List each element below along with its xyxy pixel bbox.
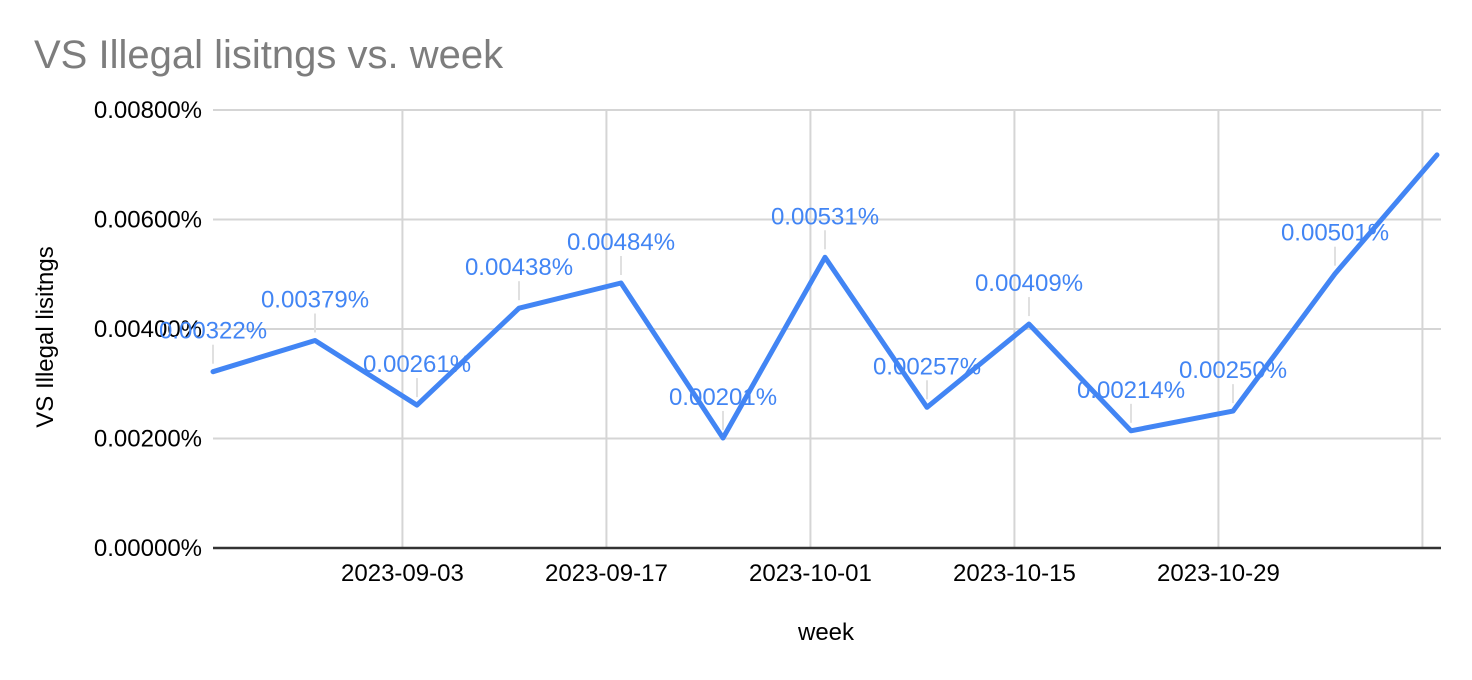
data-point-label: 0.00257% [873, 353, 981, 380]
y-tick-label: 0.00600% [94, 207, 202, 234]
data-point-label: 0.00379% [261, 286, 369, 313]
data-point-label: 0.00322% [159, 318, 267, 345]
y-tick-label: 0.00200% [94, 426, 202, 453]
y-tick-label: 0.00400% [94, 316, 202, 343]
series-line [210, 152, 1440, 441]
x-tick-label: 2023-09-17 [545, 560, 668, 587]
x-tick-label: 2023-10-15 [953, 560, 1076, 587]
data-point-label: 0.00214% [1077, 377, 1185, 404]
x-tick-label: 2023-09-03 [341, 560, 464, 587]
x-axis-title: week [797, 619, 855, 646]
data-point-label: 0.00250% [1179, 357, 1287, 384]
data-point-label: 0.00261% [363, 351, 471, 378]
data-point-label: 0.00531% [771, 203, 879, 230]
chart-title: VS Illegal lisitngs vs. week [34, 33, 504, 77]
x-tick-label: 2023-10-01 [749, 560, 872, 587]
data-point-label: 0.00501% [1281, 220, 1389, 247]
data-point-label: 0.00484% [567, 229, 675, 256]
y-axis-title: VS Illegal lisitngs [32, 246, 59, 428]
data-point-label: 0.00438% [465, 254, 573, 281]
y-tick-label: 0.00800% [94, 97, 202, 124]
y-tick-label: 0.00000% [94, 535, 202, 562]
data-point-label: 0.00409% [975, 270, 1083, 297]
x-tick-label: 2023-10-29 [1157, 560, 1280, 587]
data-point-label: 0.00201% [669, 384, 777, 411]
